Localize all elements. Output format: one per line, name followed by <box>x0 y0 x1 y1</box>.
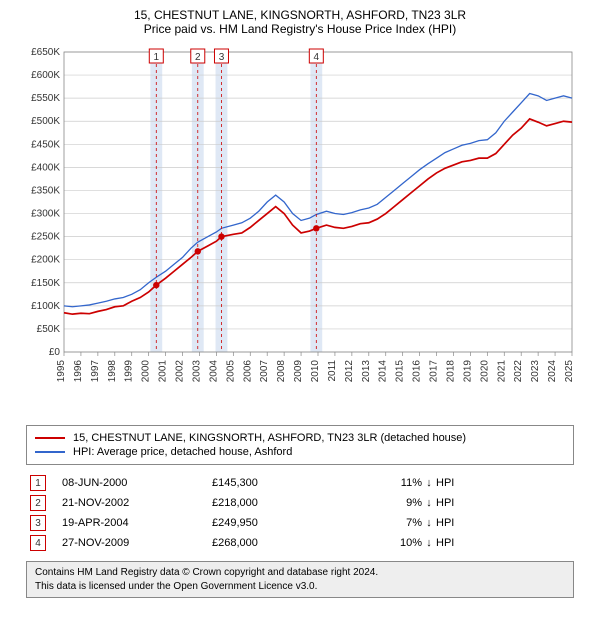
event-diff: 10% <box>342 537 422 549</box>
svg-text:£500K: £500K <box>31 116 60 127</box>
event-diff: 9% <box>342 497 422 509</box>
svg-text:£250K: £250K <box>31 232 60 243</box>
svg-text:2: 2 <box>195 52 201 63</box>
svg-text:£350K: £350K <box>31 185 60 196</box>
svg-text:2010: 2010 <box>310 360 321 383</box>
svg-text:1995: 1995 <box>56 360 67 383</box>
footer-line-1: Contains HM Land Registry data © Crown c… <box>35 566 565 580</box>
down-arrow-icon: ↓ <box>422 477 436 489</box>
svg-text:2015: 2015 <box>395 360 406 383</box>
event-date: 19-APR-2004 <box>62 517 212 529</box>
event-date: 27-NOV-2009 <box>62 537 212 549</box>
legend-item: HPI: Average price, detached house, Ashf… <box>35 446 565 458</box>
event-hpi-label: HPI <box>436 537 476 549</box>
svg-text:2022: 2022 <box>513 360 524 383</box>
event-date: 21-NOV-2002 <box>62 497 212 509</box>
svg-text:2001: 2001 <box>158 360 169 383</box>
legend-label: 15, CHESTNUT LANE, KINGSNORTH, ASHFORD, … <box>73 432 565 444</box>
svg-text:2006: 2006 <box>242 360 253 383</box>
svg-text:2003: 2003 <box>191 360 202 383</box>
chart-legend: 15, CHESTNUT LANE, KINGSNORTH, ASHFORD, … <box>26 425 574 465</box>
event-price: £249,950 <box>212 517 342 529</box>
svg-text:2008: 2008 <box>276 360 287 383</box>
svg-text:1997: 1997 <box>90 360 101 383</box>
svg-text:1: 1 <box>154 52 160 63</box>
svg-text:2021: 2021 <box>496 360 507 383</box>
svg-text:£100K: £100K <box>31 301 60 312</box>
legend-item: 15, CHESTNUT LANE, KINGSNORTH, ASHFORD, … <box>35 432 565 444</box>
svg-text:1998: 1998 <box>107 360 118 383</box>
svg-text:£200K: £200K <box>31 255 60 266</box>
svg-text:2000: 2000 <box>141 360 152 383</box>
svg-text:£150K: £150K <box>31 278 60 289</box>
event-row: 2 21-NOV-2002£218,0009%↓HPI <box>30 495 570 511</box>
svg-text:2024: 2024 <box>547 360 558 383</box>
event-price: £268,000 <box>212 537 342 549</box>
event-diff: 7% <box>342 517 422 529</box>
event-hpi-label: HPI <box>436 477 476 489</box>
down-arrow-icon: ↓ <box>422 537 436 549</box>
footer-line-2: This data is licensed under the Open Gov… <box>35 580 565 594</box>
svg-text:4: 4 <box>314 52 320 63</box>
event-hpi-label: HPI <box>436 517 476 529</box>
title-line-1: 15, CHESTNUT LANE, KINGSNORTH, ASHFORD, … <box>8 8 592 22</box>
legend-swatch <box>35 451 65 453</box>
svg-text:2009: 2009 <box>293 360 304 383</box>
legend-swatch <box>35 437 65 439</box>
legend-label: HPI: Average price, detached house, Ashf… <box>73 446 565 458</box>
svg-text:2023: 2023 <box>530 360 541 383</box>
down-arrow-icon: ↓ <box>422 497 436 509</box>
svg-text:2005: 2005 <box>225 360 236 383</box>
svg-text:£0: £0 <box>49 347 61 358</box>
price-chart: £0 £50K £100K £150K £200K £250K £300K £350K £400… <box>20 42 580 417</box>
chart-svg: £0 £50K £100K £150K £200K £250K £300K £350K £400… <box>20 42 580 417</box>
svg-text:2017: 2017 <box>429 360 440 383</box>
event-price: £218,000 <box>212 497 342 509</box>
svg-text:2013: 2013 <box>361 360 372 383</box>
svg-text:2019: 2019 <box>462 360 473 383</box>
down-arrow-icon: ↓ <box>422 517 436 529</box>
svg-text:1996: 1996 <box>73 360 84 383</box>
svg-text:2025: 2025 <box>564 360 575 383</box>
svg-text:1999: 1999 <box>124 360 135 383</box>
event-marker: 2 <box>30 495 46 511</box>
event-row: 3 19-APR-2004£249,9507%↓HPI <box>30 515 570 531</box>
svg-text:£600K: £600K <box>31 70 60 81</box>
event-marker: 1 <box>30 475 46 491</box>
event-marker: 4 <box>30 535 46 551</box>
event-hpi-label: HPI <box>436 497 476 509</box>
svg-text:£300K: £300K <box>31 209 60 220</box>
svg-text:£50K: £50K <box>37 324 61 335</box>
svg-text:2012: 2012 <box>344 360 355 383</box>
svg-text:3: 3 <box>219 52 225 63</box>
chart-titles: 15, CHESTNUT LANE, KINGSNORTH, ASHFORD, … <box>8 8 592 36</box>
event-marker: 3 <box>30 515 46 531</box>
event-diff: 11% <box>342 477 422 489</box>
svg-text:2002: 2002 <box>175 360 186 383</box>
svg-text:2007: 2007 <box>259 360 270 383</box>
event-row: 1 08-JUN-2000£145,30011%↓HPI <box>30 475 570 491</box>
svg-text:2014: 2014 <box>378 360 389 383</box>
svg-text:2011: 2011 <box>327 360 338 382</box>
svg-text:£550K: £550K <box>31 93 60 104</box>
event-table: 108-JUN-2000£145,30011%↓HPI221-NOV-2002£… <box>30 475 570 551</box>
svg-text:£650K: £650K <box>31 47 60 58</box>
svg-text:2020: 2020 <box>479 360 490 383</box>
svg-text:£450K: £450K <box>31 139 60 150</box>
footer-attribution: Contains HM Land Registry data © Crown c… <box>26 561 574 598</box>
event-date: 08-JUN-2000 <box>62 477 212 489</box>
svg-text:2004: 2004 <box>208 360 219 383</box>
event-price: £145,300 <box>212 477 342 489</box>
event-row: 4 27-NOV-2009£268,00010%↓HPI <box>30 535 570 551</box>
svg-text:£400K: £400K <box>31 162 60 173</box>
svg-text:2016: 2016 <box>412 360 423 383</box>
svg-text:2018: 2018 <box>445 360 456 383</box>
title-line-2: Price paid vs. HM Land Registry's House … <box>8 22 592 36</box>
